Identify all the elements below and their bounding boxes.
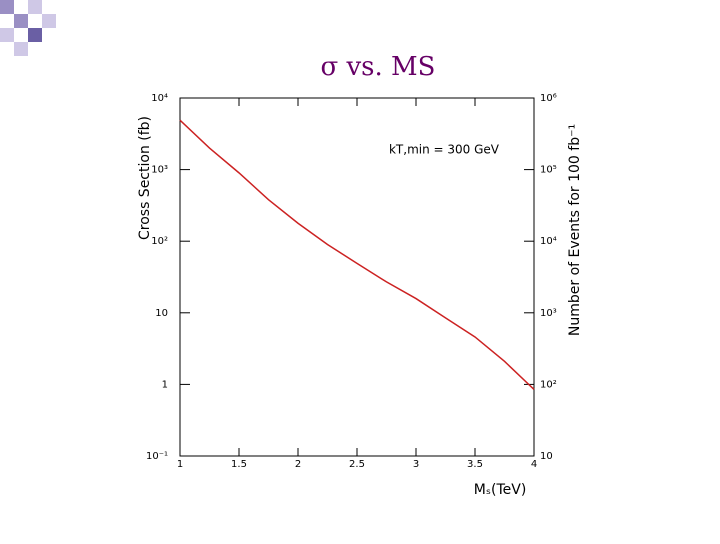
y2-tick-label: 10³ <box>540 308 557 319</box>
y2-tick-label: 10 <box>540 451 553 462</box>
y-tick-label: 10² <box>151 236 168 247</box>
y2-tick-label: 10² <box>540 379 557 390</box>
y-tick-label: 10³ <box>151 165 168 176</box>
x-axis-label: Mₛ(TeV) <box>474 482 527 498</box>
annotation: kT,min = 300 GeV <box>389 143 500 157</box>
x-tick-label: 2 <box>295 459 301 470</box>
y-axis-label: Cross Section (fb) <box>137 116 153 240</box>
x-tick-label: 1.5 <box>231 459 247 470</box>
y-tick-label: 10⁻¹ <box>146 451 168 462</box>
x-tick-label: 2.5 <box>349 459 365 470</box>
slide-title: σ vs. MS <box>320 52 435 82</box>
y-tick-label: 1 <box>162 379 168 390</box>
y2-axis-label: Number of Events for 100 fb⁻¹ <box>567 124 583 336</box>
x-tick-label: 3 <box>413 459 419 470</box>
y-tick-label: 10 <box>155 308 168 319</box>
y2-tick-label: 10⁶ <box>540 93 557 104</box>
x-tick-label: 3.5 <box>467 459 483 470</box>
x-tick-label: 4 <box>531 459 537 470</box>
data-line <box>179 119 535 390</box>
y2-tick-label: 10⁴ <box>540 236 557 247</box>
y2-tick-label: 10⁵ <box>540 165 557 176</box>
x-tick-label: 1 <box>177 459 183 470</box>
y-tick-label: 10⁴ <box>151 93 168 104</box>
decoration <box>0 0 56 56</box>
